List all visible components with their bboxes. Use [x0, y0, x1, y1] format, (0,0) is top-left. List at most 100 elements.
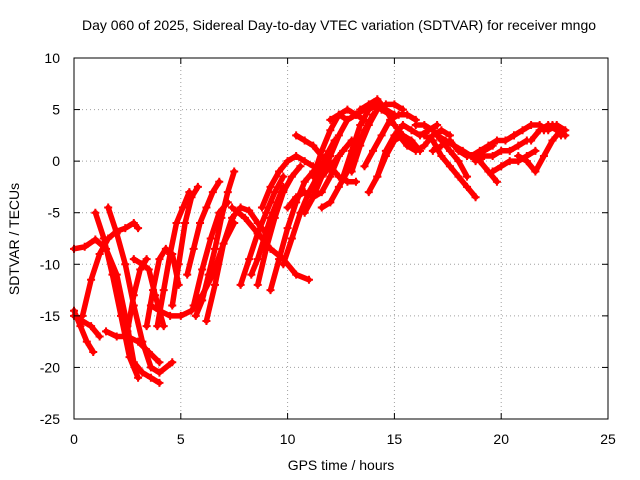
satellite-47-point: [522, 157, 531, 166]
satellite-07-point: [144, 347, 153, 356]
satellite-21-point: [296, 162, 305, 171]
x-tick-label: 20: [493, 431, 509, 447]
satellite-35-point: [394, 110, 403, 119]
satellite-17-point: [245, 206, 254, 215]
satellite-16-point: [217, 213, 226, 222]
satellite-25-point: [292, 193, 301, 202]
satellite-47-point: [548, 136, 557, 145]
satellite-19-point: [253, 229, 262, 238]
satellite-09-point: [123, 327, 132, 336]
satellite-39-point: [445, 146, 454, 155]
plot-area: [70, 95, 570, 387]
satellite-47-trace: [515, 127, 564, 175]
satellite-27-point: [304, 188, 313, 197]
satellite-33-point: [356, 141, 365, 150]
satellite-40-point: [463, 182, 472, 191]
x-tick-label: 15: [387, 431, 403, 447]
satellite-23-point: [300, 177, 309, 186]
satellite-34-point: [390, 121, 399, 130]
satellite-06-point: [104, 203, 113, 212]
satellite-30-point: [317, 203, 326, 212]
satellite-21-point: [270, 213, 279, 222]
satellite-15-point: [206, 234, 215, 243]
satellite-15-point: [198, 265, 207, 274]
satellite-12-trace: [154, 189, 193, 329]
satellite-40-point: [437, 151, 446, 160]
satellite-16-point: [230, 167, 239, 176]
satellite-21-point: [262, 244, 271, 253]
y-tick-label: -20: [40, 359, 60, 375]
satellite-15-point: [189, 301, 198, 310]
satellite-11-point: [146, 301, 155, 310]
satellite-44-point: [471, 157, 480, 166]
satellite-06-point: [146, 363, 155, 372]
chart-title: Day 060 of 2025, Sidereal Day-to-day VTE…: [82, 17, 596, 33]
satellite-29-point: [292, 131, 301, 140]
x-tick-label: 25: [600, 431, 616, 447]
satellite-05-point: [99, 234, 108, 243]
satellite-04-point: [129, 219, 138, 228]
satellite-10-point: [142, 322, 151, 331]
satellite-41-point: [437, 141, 446, 150]
satellite-13-point: [168, 301, 177, 310]
satellite-33-point: [347, 167, 356, 176]
satellite-33-point: [390, 100, 399, 109]
satellite-05-trace: [92, 209, 141, 381]
satellite-46-point: [527, 121, 536, 130]
satellite-42-point: [450, 141, 459, 150]
satellite-45-point: [505, 157, 514, 166]
satellite-49-point: [557, 131, 566, 140]
satellite-37-point: [398, 121, 407, 130]
satellite-27-point: [330, 157, 339, 166]
satellite-17-point: [210, 280, 219, 289]
satellite-22-point: [266, 182, 275, 191]
satellite-29-point: [351, 177, 360, 186]
satellite-13-point: [193, 182, 202, 191]
axis-ticks: 0 5 10 15 20 25 -25 -20 -15 -10 -5 0 5 10: [40, 50, 616, 447]
satellite-24-point: [279, 260, 288, 269]
satellite-34-point: [356, 105, 365, 114]
satellite-05-point: [134, 373, 143, 382]
satellite-09-point: [142, 255, 151, 264]
satellite-44-point: [505, 146, 514, 155]
satellite-05-point: [116, 311, 125, 320]
satellite-43-point: [492, 136, 501, 145]
satellite-45-point: [531, 146, 540, 155]
satellite-39-point: [420, 121, 429, 130]
satellite-35-point: [369, 146, 378, 155]
satellite-47-point: [539, 151, 548, 160]
satellite-41-point: [428, 146, 437, 155]
satellite-19-point: [240, 213, 249, 222]
satellite-06-point: [121, 260, 130, 269]
satellite-34-point: [373, 95, 382, 104]
satellite-16-point: [210, 244, 219, 253]
satellite-09-point: [136, 265, 145, 274]
satellite-17-point: [228, 213, 237, 222]
satellite-11-point: [166, 311, 175, 320]
satellite-36-point: [364, 188, 373, 197]
satellite-19-point: [292, 270, 301, 279]
satellite-27-point: [313, 177, 322, 186]
satellite-07-point: [134, 337, 143, 346]
satellite-45-point: [488, 167, 497, 176]
satellite-23-trace: [267, 168, 316, 293]
satellite-02-point: [76, 322, 85, 331]
satellite-32-point: [339, 172, 348, 181]
satellite-43-point: [475, 146, 484, 155]
satellite-40-point: [428, 136, 437, 145]
satellite-03-trace: [71, 313, 103, 340]
satellite-04-point: [121, 224, 130, 233]
satellite-32-point: [347, 146, 356, 155]
satellite-14-point: [202, 203, 211, 212]
satellite-39-point: [463, 172, 472, 181]
satellite-14-point: [183, 270, 192, 279]
satellite-17-point: [202, 317, 211, 326]
satellite-01-trace: [71, 236, 163, 386]
satellite-29-point: [309, 141, 318, 150]
satellite-18-point: [262, 208, 271, 217]
satellite-43-point: [484, 141, 493, 150]
satellite-29-point: [300, 136, 309, 145]
satellite-37-point: [381, 146, 390, 155]
satellite-46-point: [510, 131, 519, 140]
